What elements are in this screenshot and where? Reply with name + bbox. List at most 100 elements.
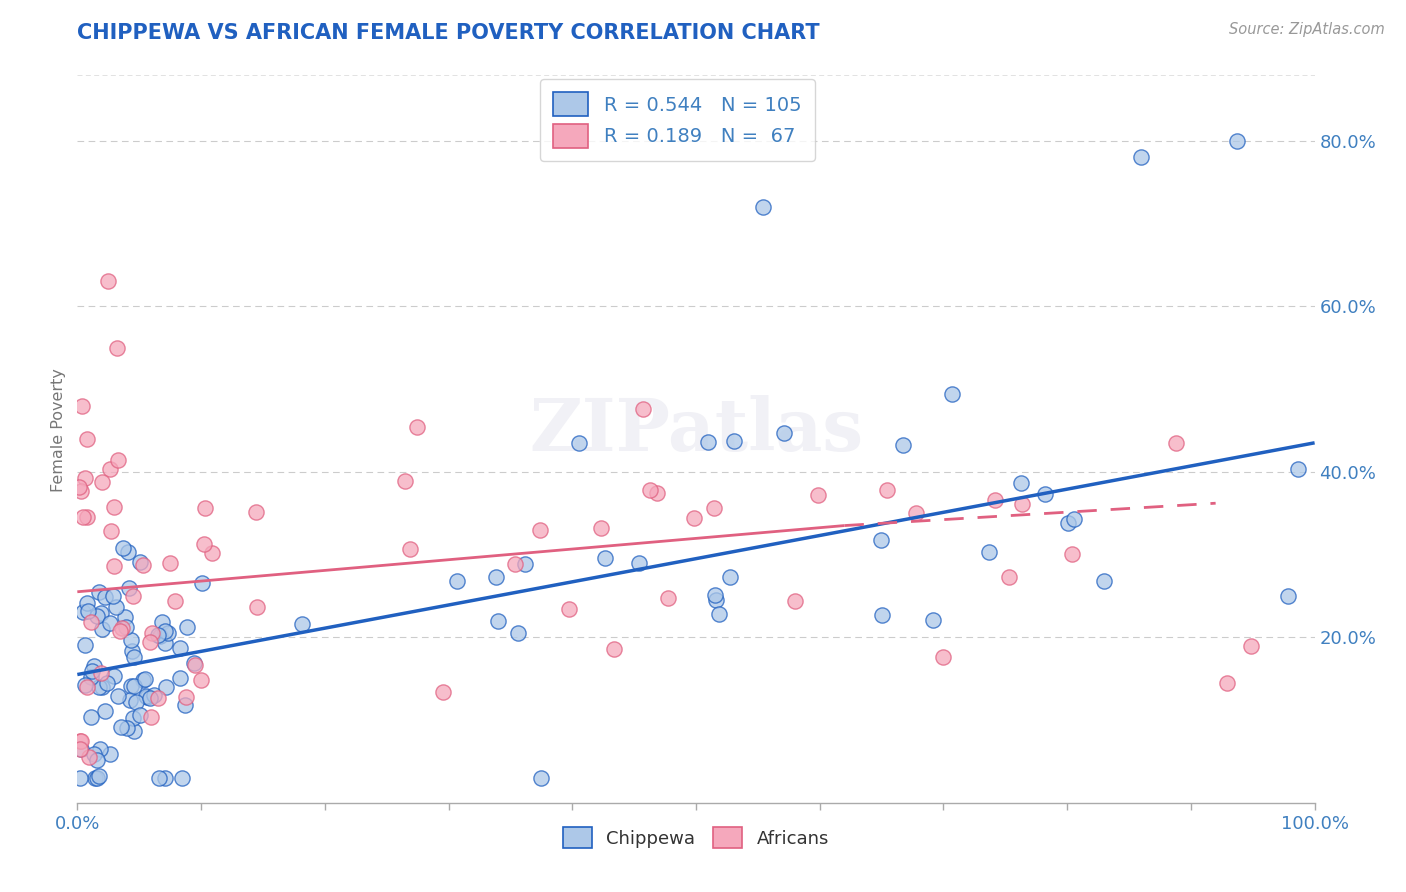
Point [72, 510, 94, 524]
Point [84, 771, 107, 785]
Point [91, 623, 114, 637]
Point [891, 438, 914, 452]
Point [86, 771, 108, 785]
Point [141, 709, 163, 723]
Point [122, 650, 145, 665]
Point [176, 620, 198, 634]
Point [141, 625, 163, 640]
Point [118, 693, 141, 707]
Point [485, 569, 508, 583]
Point [174, 698, 197, 712]
Point [783, 593, 806, 607]
Point [291, 617, 314, 632]
Y-axis label: Female Poverty: Female Poverty [51, 368, 66, 492]
Point [631, 402, 654, 417]
Point [83, 659, 105, 673]
Point [174, 690, 197, 705]
Point [245, 505, 267, 519]
Point [513, 557, 536, 571]
Point [201, 546, 224, 560]
Point [70, 484, 93, 499]
Point [568, 435, 591, 450]
Point [87, 584, 110, 599]
Point [904, 506, 927, 520]
Point [105, 341, 128, 355]
Point [149, 629, 172, 643]
Point [120, 679, 142, 693]
Point [998, 570, 1021, 584]
Point [77, 749, 100, 764]
Point [124, 724, 146, 739]
Point [83, 747, 105, 761]
Point [90, 666, 112, 681]
Point [870, 607, 893, 622]
Point [94, 704, 117, 718]
Point [190, 673, 212, 688]
Point [146, 690, 169, 705]
Point [723, 434, 745, 449]
Point [80, 670, 103, 684]
Point [194, 500, 217, 515]
Point [114, 610, 136, 624]
Point [405, 419, 427, 434]
Point [122, 679, 145, 693]
Point [696, 434, 718, 449]
Point [128, 555, 150, 569]
Point [90, 475, 112, 490]
Point [80, 709, 103, 723]
Point [128, 708, 150, 723]
Text: CHIPPEWA VS AFRICAN FEMALE POVERTY CORRELATION CHART: CHIPPEWA VS AFRICAN FEMALE POVERTY CORRE… [77, 22, 820, 43]
Point [110, 624, 132, 639]
Point [97, 274, 120, 288]
Point [77, 604, 100, 618]
Point [70, 399, 93, 413]
Point [107, 453, 129, 467]
Point [752, 200, 775, 214]
Point [1011, 497, 1033, 511]
Point [96, 675, 118, 690]
Point [153, 624, 176, 639]
Point [101, 589, 124, 603]
Point [86, 753, 108, 767]
Point [977, 545, 1000, 559]
Point [941, 387, 963, 401]
Point [153, 635, 176, 649]
Point [142, 688, 165, 702]
Point [76, 596, 98, 610]
Point [98, 462, 121, 476]
Point [121, 589, 143, 603]
Point [132, 673, 155, 687]
Point [246, 600, 269, 615]
Point [876, 483, 898, 497]
Point [603, 642, 626, 657]
Point [100, 524, 122, 538]
Point [709, 607, 731, 621]
Point [76, 680, 98, 694]
Point [111, 621, 134, 635]
Point [117, 544, 139, 558]
Point [870, 533, 893, 548]
Legend: Chippewa, Africans: Chippewa, Africans [554, 818, 838, 857]
Point [657, 591, 679, 605]
Point [139, 691, 162, 706]
Point [558, 602, 581, 616]
Point [170, 771, 193, 785]
Point [1130, 150, 1153, 164]
Point [135, 690, 157, 704]
Point [103, 559, 125, 574]
Point [103, 500, 125, 514]
Point [506, 625, 529, 640]
Point [139, 635, 162, 649]
Point [86, 608, 108, 623]
Point [1216, 675, 1239, 690]
Point [93, 590, 115, 604]
Point [718, 570, 741, 584]
Point [193, 537, 215, 551]
Point [1010, 476, 1032, 491]
Point [163, 594, 186, 608]
Point [79, 615, 101, 630]
Point [704, 592, 727, 607]
Point [628, 556, 651, 570]
Point [486, 615, 509, 629]
Point [983, 493, 1005, 508]
